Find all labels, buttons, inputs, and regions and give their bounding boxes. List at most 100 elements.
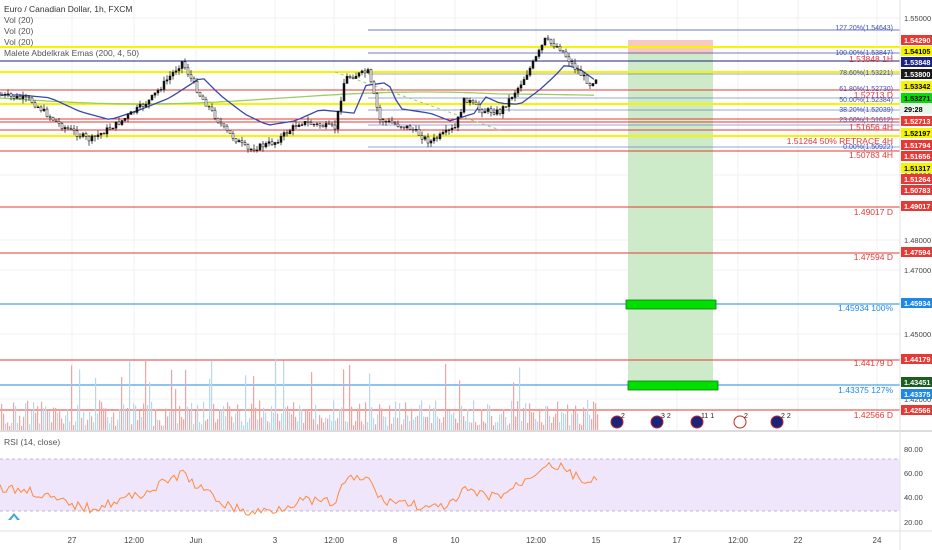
time-tick-label: 27 [68,536,77,545]
main-pane[interactable] [0,0,900,430]
rsi-indicator-label[interactable]: RSI (14, close) [4,437,61,447]
indicator-vol-1[interactable]: Vol (20) [4,15,34,25]
level-label: 23.60%(1.51612) [839,117,893,124]
price-badge [901,116,932,126]
rsi-band [0,459,900,511]
price-tick-label: 1.42000 [904,395,931,404]
time-tick-label: 12:00 [124,536,145,545]
svg-text:3 2: 3 2 [661,413,671,420]
level-label: 78.60%(1.53221) [839,70,893,77]
level-label: 1.43375 127% [838,385,893,395]
level-label: 38.20%(1.52039) [839,107,893,114]
economic-event-marker[interactable]: 3 2 [650,413,671,429]
time-tick-label: 17 [673,536,682,545]
economic-event-marker[interactable]: 2 [733,413,748,429]
price-badge [901,69,932,79]
ema-200-line [0,65,595,126]
price-badges: 1.54290 1.54105 1.53848 1.53800 1.53342 1.532… [901,35,932,415]
price-badge [901,128,932,138]
time-tick-label: 22 [794,536,803,545]
price-badge [901,405,932,415]
rsi-axis[interactable]: 80.00 60.00 40.00 20.00 [904,445,923,527]
event-markers[interactable]: 2 3 2 11 1 2 2 2 [610,413,791,429]
price-badge-label: 1.51794 [904,141,931,150]
price-badge-label: 1.44179 [904,355,930,364]
time-tick-label: 8 [393,536,398,545]
cloud-logo-icon[interactable] [6,510,22,522]
level-label: 1.42566 D [854,410,893,420]
economic-event-marker[interactable]: 2 2 [770,413,791,429]
time-tick-label: 12:00 [526,536,547,545]
ema-50-line [0,91,595,105]
price-badge-label: 1.50783 [904,186,930,195]
price-tick-label: 1.45000 [904,330,931,339]
price-badge-label: 1.54105 [904,47,930,56]
price-badge-label: 1.52713 [904,117,930,126]
rsi-tick-label: 60.00 [904,469,923,478]
time-tick-label: Jun [190,536,203,545]
price-badge-label: 1.53848 [904,58,930,67]
price-badge [901,57,932,67]
time-axis[interactable]: 27 12:00 Jun 3 12:00 8 10 12:00 15 17 12:00 22 24 [68,536,882,545]
price-badge-label: 1.53342 [904,82,930,91]
price-badge-label: 1.45934 [904,299,931,308]
level-labels: 127.20%(1.54643) 100.00%(1.53847)1.53848 … [787,25,894,420]
indicator-emas[interactable]: Malete Abdelkrak Emas (200, 4, 50) [4,48,140,58]
price-badge-label: 1.51317 [904,164,930,173]
price-badge-label: 1.54290 [904,36,930,45]
time-tick-label: 10 [451,536,460,545]
target-box-100[interactable] [625,299,717,310]
price-badge [901,104,932,114]
price-badge-label: 1.47594 [904,248,931,257]
economic-event-marker[interactable]: 2 [610,413,625,429]
level-label: 1.44179 D [854,358,893,368]
price-tick-label: 1.47000 [904,266,931,275]
svg-text:2: 2 [744,413,748,420]
price-badge-label: 1.49017 [904,202,930,211]
level-label: 1.47594 D [854,252,893,262]
level-label: 61.80%(1.52730) [839,86,893,93]
time-tick-label: 15 [592,536,601,545]
price-badge-label: 1.43451 [904,378,930,387]
level-label: 1.45934 100% [838,303,893,313]
level-label: 0.00%(1.50922) [843,144,893,151]
level-label: 50.00%(1.52384) [839,97,893,104]
fib-trendline[interactable] [334,71,501,131]
symbol-title[interactable]: Euro / Canadian Dollar, 1h, FXCM [4,4,133,14]
level-label: 1.51264 50% RETRACE 4H [787,136,893,146]
price-badge [901,201,932,211]
price-tick-label: 1.48000 [904,236,931,245]
price-badge-label: 1.42566 [904,406,930,415]
target-box-127[interactable] [627,380,719,391]
svg-text:11 1: 11 1 [701,413,714,420]
economic-event-marker[interactable]: 11 1 [690,413,714,429]
level-label: 127.20%(1.54643) [835,25,893,32]
rsi-tick-label: 20.00 [904,518,923,527]
indicator-vol-3[interactable]: Vol (20) [4,37,34,47]
price-badge [901,93,932,103]
price-badge [901,163,932,173]
price-badge [901,389,932,399]
level-label: 1.50783 4H [849,150,893,160]
rsi-tick-label: 40.00 [904,493,923,502]
price-badge [901,174,932,184]
price-badge [901,377,932,387]
price-badge-label: 29:28 [904,105,923,114]
svg-text:2 2: 2 2 [781,413,791,420]
volume-bars [1,358,599,430]
price-badge [901,298,932,308]
price-badge-label: 1.51264 [904,175,931,184]
level-label: 1.51656 4H [849,122,893,132]
price-badge-label: 1.53271 [904,94,930,103]
level-label: 1.49017 D [854,207,893,217]
time-tick-label: 24 [873,536,882,545]
level-label: 1.53848 1H [849,54,893,64]
indicator-vol-2[interactable]: Vol (20) [4,26,34,36]
price-badge [901,247,932,257]
price-candles[interactable] [0,35,598,153]
take-profit-zone[interactable] [628,54,713,387]
price-badge-label: 1.53800 [904,70,930,79]
chart-legend: Euro / Canadian Dollar, 1h, FXCM Vol (20… [4,4,139,59]
rsi-line [0,461,598,516]
